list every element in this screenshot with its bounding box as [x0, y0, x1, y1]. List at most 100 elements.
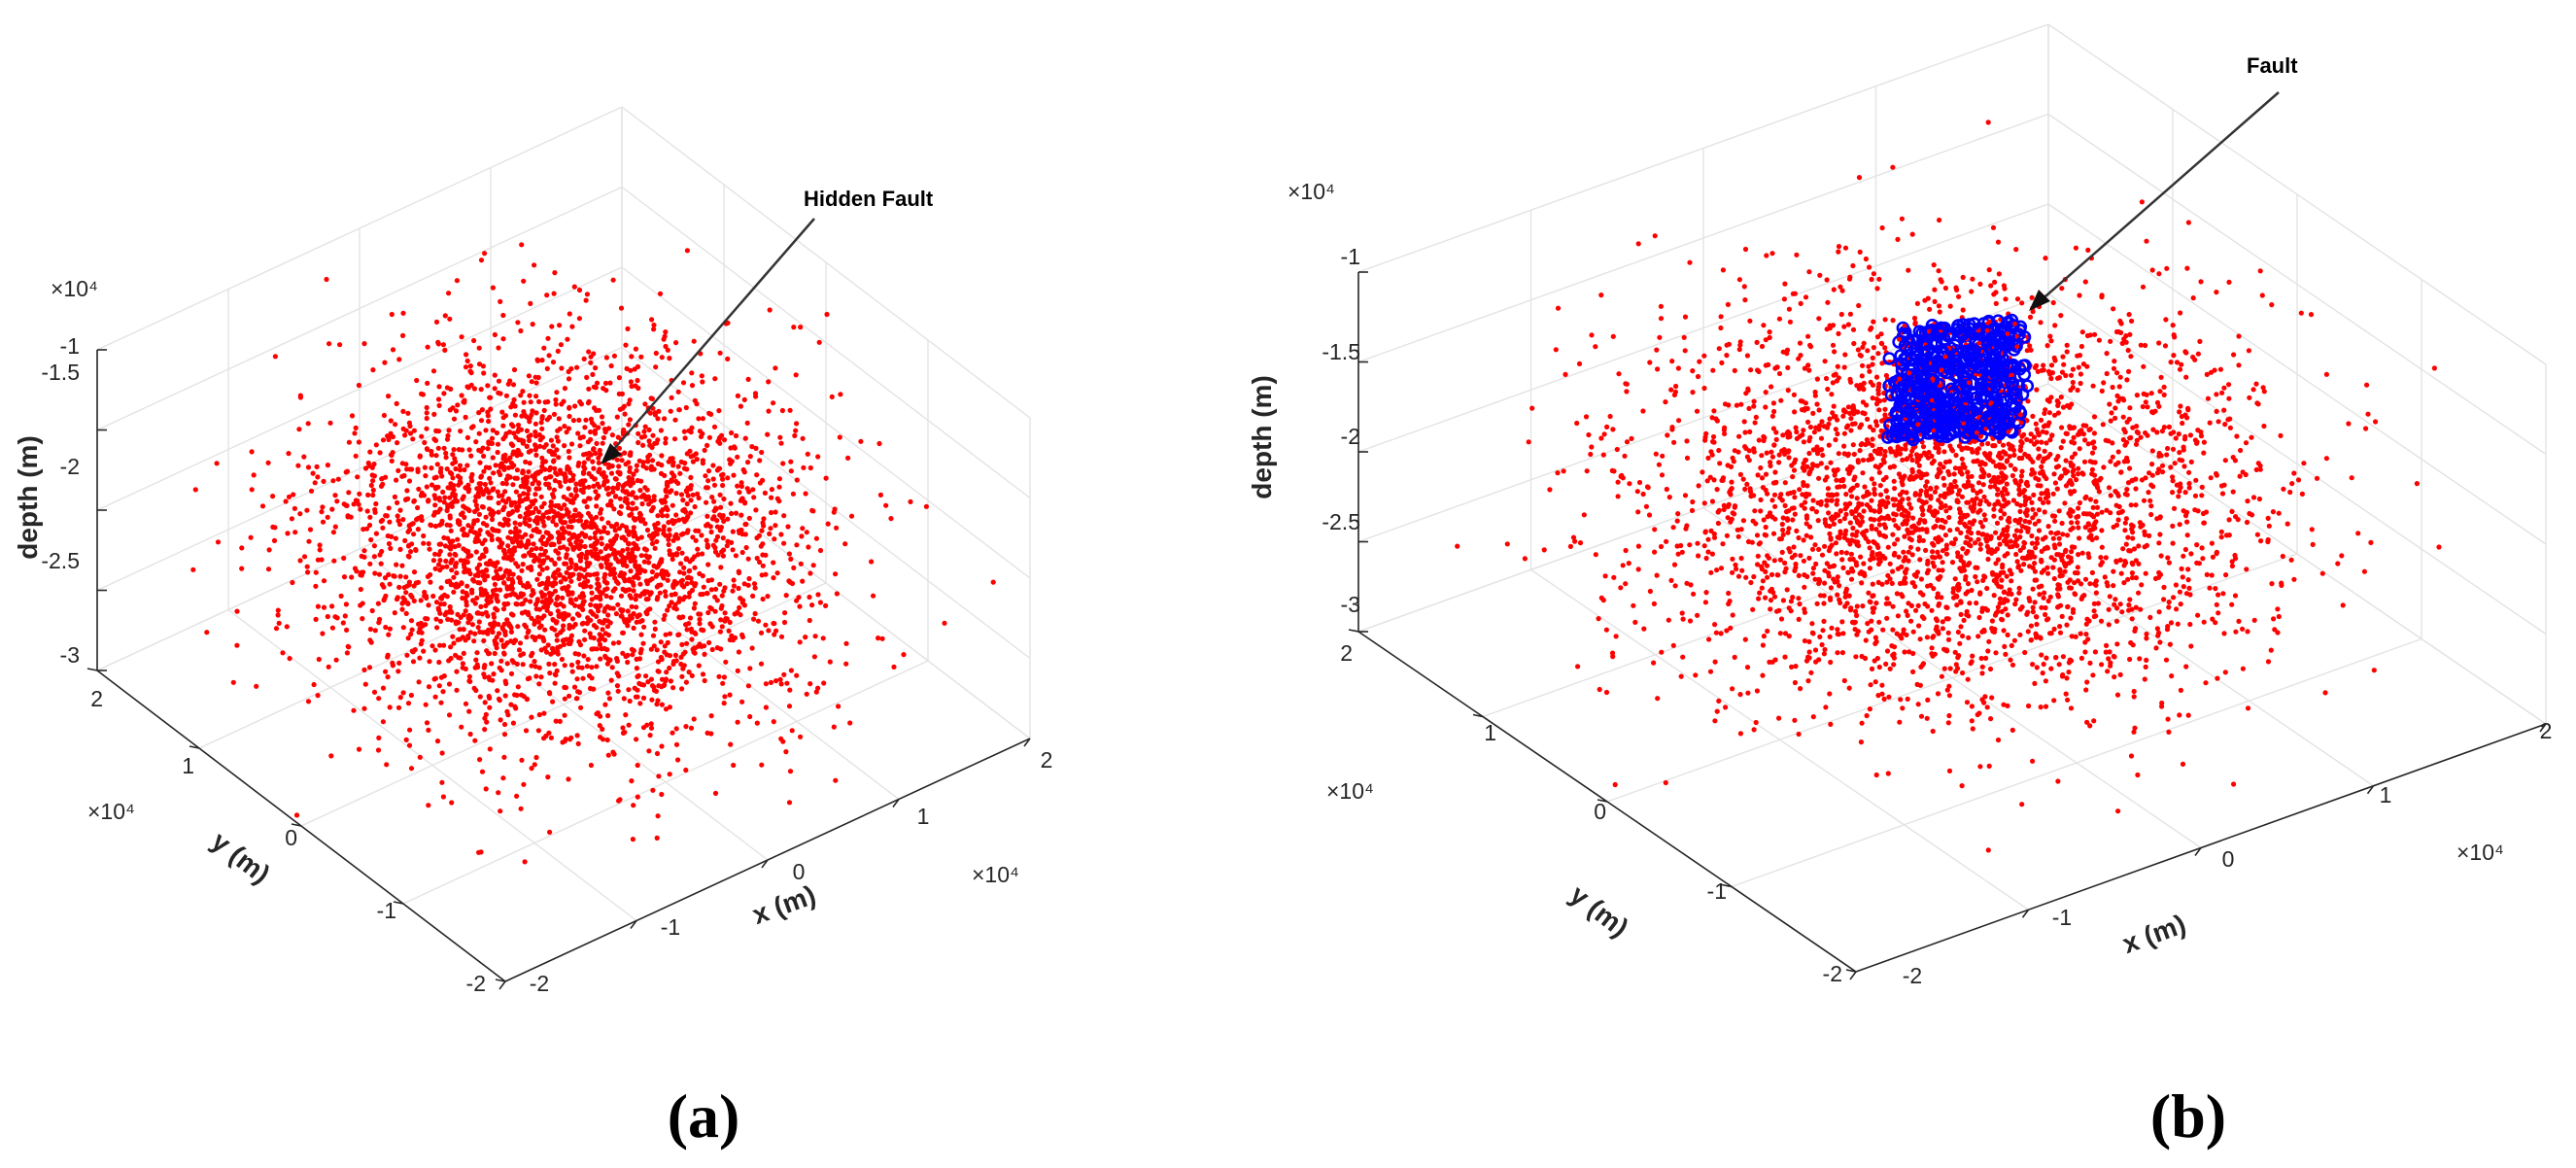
data-point [736, 649, 742, 655]
data-point [2036, 528, 2043, 533]
data-point [1883, 488, 1889, 494]
data-point [1761, 517, 1767, 523]
data-point [562, 443, 567, 449]
data-point [2030, 758, 2036, 764]
x-tick-a-0: -2 [530, 971, 549, 996]
data-point [532, 374, 538, 380]
data-point [635, 794, 640, 800]
data-point [752, 585, 758, 591]
data-point [424, 720, 430, 726]
data-point [375, 747, 382, 753]
data-point [2197, 338, 2203, 344]
data-point [473, 536, 479, 542]
data-point [582, 628, 588, 634]
data-point [675, 464, 681, 469]
data-point [375, 601, 381, 606]
data-point [467, 570, 473, 577]
data-point [611, 570, 618, 576]
data-point [690, 534, 696, 540]
data-point [713, 537, 719, 543]
data-point [1598, 292, 1604, 298]
data-point [432, 523, 438, 530]
data-point [2238, 447, 2244, 454]
data-point [408, 549, 414, 555]
data-point [681, 506, 688, 512]
data-point [794, 672, 800, 678]
data-point [656, 683, 662, 689]
data-point [739, 600, 745, 605]
data-point [641, 546, 648, 552]
data-point [2232, 593, 2239, 599]
data-point [547, 691, 553, 697]
data-point [812, 634, 818, 639]
data-point [1776, 715, 1782, 721]
data-point [311, 681, 317, 688]
data-point [675, 389, 681, 395]
data-point [651, 322, 657, 328]
data-point [781, 619, 788, 626]
data-point [403, 737, 409, 743]
data-point [547, 594, 553, 600]
data-point [473, 549, 479, 555]
data-point [732, 635, 738, 641]
data-point [718, 525, 725, 531]
data-point [670, 584, 676, 591]
data-point [436, 683, 442, 689]
data-point [592, 428, 599, 433]
data-point [372, 570, 378, 576]
data-point [2105, 669, 2111, 674]
data-point [501, 466, 507, 472]
data-point [641, 429, 647, 434]
data-point [536, 571, 542, 577]
data-point [605, 632, 612, 638]
data-point [1676, 418, 1682, 424]
data-point [423, 593, 429, 600]
data-point [680, 380, 687, 386]
data-point [507, 474, 513, 480]
data-point [1960, 670, 1966, 676]
data-point [650, 432, 656, 438]
data-point [1730, 686, 1735, 692]
data-point [2198, 279, 2204, 285]
data-point [585, 615, 591, 621]
data-point [667, 489, 672, 495]
data-point [424, 426, 429, 431]
data-point [1802, 637, 1807, 644]
data-point [567, 737, 573, 742]
data-point [454, 669, 460, 674]
data-point [520, 562, 526, 567]
data-point [654, 835, 660, 842]
data-point [1953, 452, 1959, 459]
data-point [708, 713, 714, 719]
data-point [562, 386, 568, 392]
data-point [721, 547, 727, 553]
data-point [798, 325, 804, 330]
data-point [681, 429, 688, 434]
data-point [1960, 307, 1966, 313]
data-point [598, 656, 603, 662]
data-point [369, 472, 375, 478]
data-point [651, 326, 657, 332]
data-point [1670, 642, 1676, 648]
data-point [566, 566, 571, 571]
data-point [1834, 551, 1839, 557]
data-point [723, 616, 729, 622]
data-point [2038, 320, 2044, 326]
data-point [646, 532, 653, 538]
data-point [692, 554, 698, 560]
data-point [1876, 522, 1882, 528]
data-point [1765, 574, 1770, 580]
data-point [2048, 666, 2054, 671]
data-point [1995, 492, 2001, 498]
data-point [501, 732, 508, 738]
data-point [439, 779, 445, 785]
data-point [495, 536, 501, 542]
data-point [330, 530, 336, 535]
data-point [658, 470, 665, 476]
data-point [556, 613, 562, 619]
data-point [592, 476, 598, 482]
data-point [2236, 618, 2242, 625]
data-point [701, 584, 706, 590]
data-point [608, 470, 615, 476]
data-point [2071, 440, 2078, 446]
